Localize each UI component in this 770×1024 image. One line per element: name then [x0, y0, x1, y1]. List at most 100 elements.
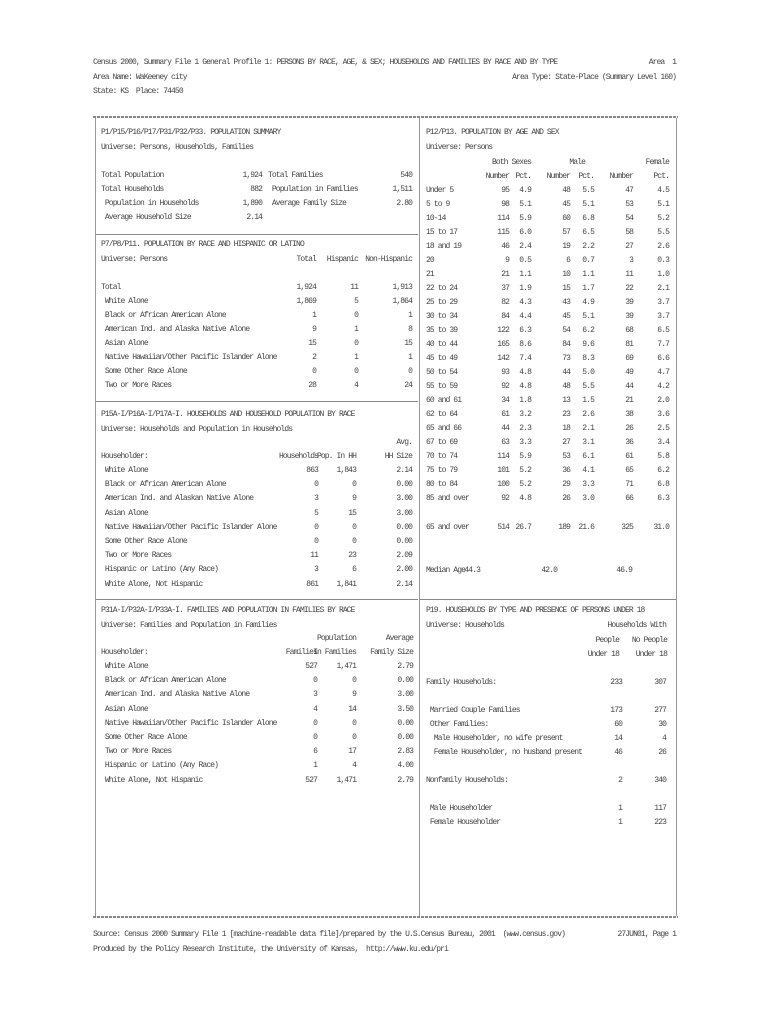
row-value: 39 — [625, 298, 634, 307]
row-value: 49 — [625, 368, 634, 377]
row-value: 4.7 — [657, 368, 670, 377]
row-value: 6.1 — [582, 452, 595, 461]
row-value: 2.0 — [657, 396, 670, 405]
row-value: 21.6 — [578, 523, 595, 532]
column-header: People — [595, 636, 620, 645]
row-value: 6.3 — [657, 494, 670, 503]
row-value: 13 — [562, 396, 571, 405]
row-value: 18 — [562, 424, 571, 433]
row-value: 3.00 — [396, 494, 413, 504]
column-group-header: Female — [645, 158, 670, 167]
row-value: 6.8 — [657, 480, 670, 489]
row-value: 3 — [314, 565, 319, 575]
row-value: 26 — [625, 424, 634, 433]
row-value: 93 — [501, 368, 510, 377]
row-value: 36 — [625, 438, 634, 447]
row-value: 17 — [348, 747, 357, 757]
row-value: 39 — [625, 312, 634, 321]
row-value: 5.2 — [657, 214, 670, 223]
row-label: 62 to 64 — [426, 410, 458, 419]
row-label: American Ind. and Alaskan Native Alone — [101, 494, 254, 504]
row-value: 44 — [562, 368, 571, 377]
row-value: 5.5 — [657, 228, 670, 237]
row-value: 4.8 — [519, 382, 532, 391]
row-label: Married Couple Families — [426, 706, 521, 715]
row-value: 23 — [562, 410, 571, 419]
column-header: Family Size — [370, 648, 414, 657]
column-group-header: Male — [569, 158, 586, 167]
row-value: 10 — [562, 270, 571, 279]
row-label: 80 to 84 — [426, 480, 458, 489]
row-value: 11 — [310, 551, 319, 561]
row-value: 0 — [313, 676, 318, 686]
row-value: 2.14 — [246, 213, 263, 222]
row-value: 4.2 — [657, 382, 670, 391]
report-title: Census 2000, Summary File 1 General Prof… — [93, 58, 558, 67]
row-value: 0.00 — [396, 537, 413, 546]
row-value: 2.80 — [396, 199, 413, 208]
row-value: 53 — [625, 200, 634, 209]
row-label: Total Families — [268, 171, 324, 180]
row-value: 2.14 — [396, 579, 413, 589]
section-universe: Universe: Persons — [426, 143, 493, 152]
row-value: 48 — [562, 186, 571, 195]
row-value: 223 — [654, 818, 667, 827]
row-value: 2.3 — [519, 424, 532, 433]
area-type: Area Type: State-Place (Summary Level 16… — [512, 73, 677, 82]
row-label: White Alone — [101, 662, 149, 671]
row-value: 1,924 — [242, 171, 262, 180]
row-value: 44 — [501, 424, 510, 433]
row-label: 18 and 19 — [426, 242, 462, 251]
row-value: 114 — [497, 452, 510, 461]
column-header: Pop. In HH — [316, 452, 357, 461]
row-value: 1,841 — [336, 579, 356, 589]
row-value: 21 — [501, 270, 510, 279]
row-value: 9 — [505, 256, 510, 265]
row-value: 1.7 — [582, 284, 595, 293]
bottom-border — [93, 916, 678, 918]
row-value: 3.00 — [397, 690, 414, 700]
row-value: 8.6 — [519, 340, 532, 349]
row-label: Hispanic or Latino (Any Race) — [101, 761, 219, 771]
row-value: 861 — [306, 579, 319, 589]
row-value: 2.4 — [519, 242, 532, 251]
row-label: 67 to 69 — [426, 438, 458, 447]
row-value: 66 — [625, 494, 634, 503]
row-value: 28 — [308, 381, 317, 390]
row-value: 26 — [562, 494, 571, 503]
row-value: 0.00 — [397, 733, 414, 742]
row-value: 0.00 — [397, 718, 414, 728]
section-divider — [96, 234, 418, 235]
row-value: 1 — [354, 353, 359, 362]
footer-date-page: 27JUN01, Page 1 — [617, 930, 676, 939]
row-value: 8 — [408, 325, 413, 334]
row-value: 3.3 — [519, 438, 532, 447]
row-label: 85 and over — [426, 494, 470, 503]
row-value: 325 — [621, 523, 634, 532]
column-header: Number — [546, 172, 571, 181]
center-border — [419, 118, 420, 916]
row-value: 4.5 — [657, 186, 670, 195]
row-label: Native Hawaiian/Other Pacific Islander A… — [101, 718, 278, 728]
row-label: Median Age — [426, 566, 466, 575]
row-value: 73 — [562, 354, 571, 363]
row-value: 4.4 — [519, 312, 532, 321]
row-value: 23 — [348, 551, 357, 561]
row-value: 30 — [658, 720, 667, 729]
row-value: 307 — [654, 678, 667, 687]
row-value: 1,471 — [336, 662, 356, 671]
row-value: 27 — [625, 242, 634, 251]
row-value: 65 — [625, 466, 634, 475]
column-header: Under 18 — [635, 650, 668, 659]
row-value: 2.6 — [582, 410, 595, 419]
row-value: 69 — [625, 354, 634, 363]
row-value: 61 — [501, 410, 510, 419]
row-value: 44 — [625, 382, 634, 391]
row-value: 4 — [313, 704, 318, 714]
row-value: 19 — [562, 242, 571, 251]
row-value: 15 — [348, 508, 357, 518]
row-label: Some Other Race Alone — [101, 733, 188, 742]
row-value: 514 — [497, 523, 510, 532]
row-value: 11 — [625, 270, 634, 279]
row-value: 1.1 — [582, 270, 595, 279]
